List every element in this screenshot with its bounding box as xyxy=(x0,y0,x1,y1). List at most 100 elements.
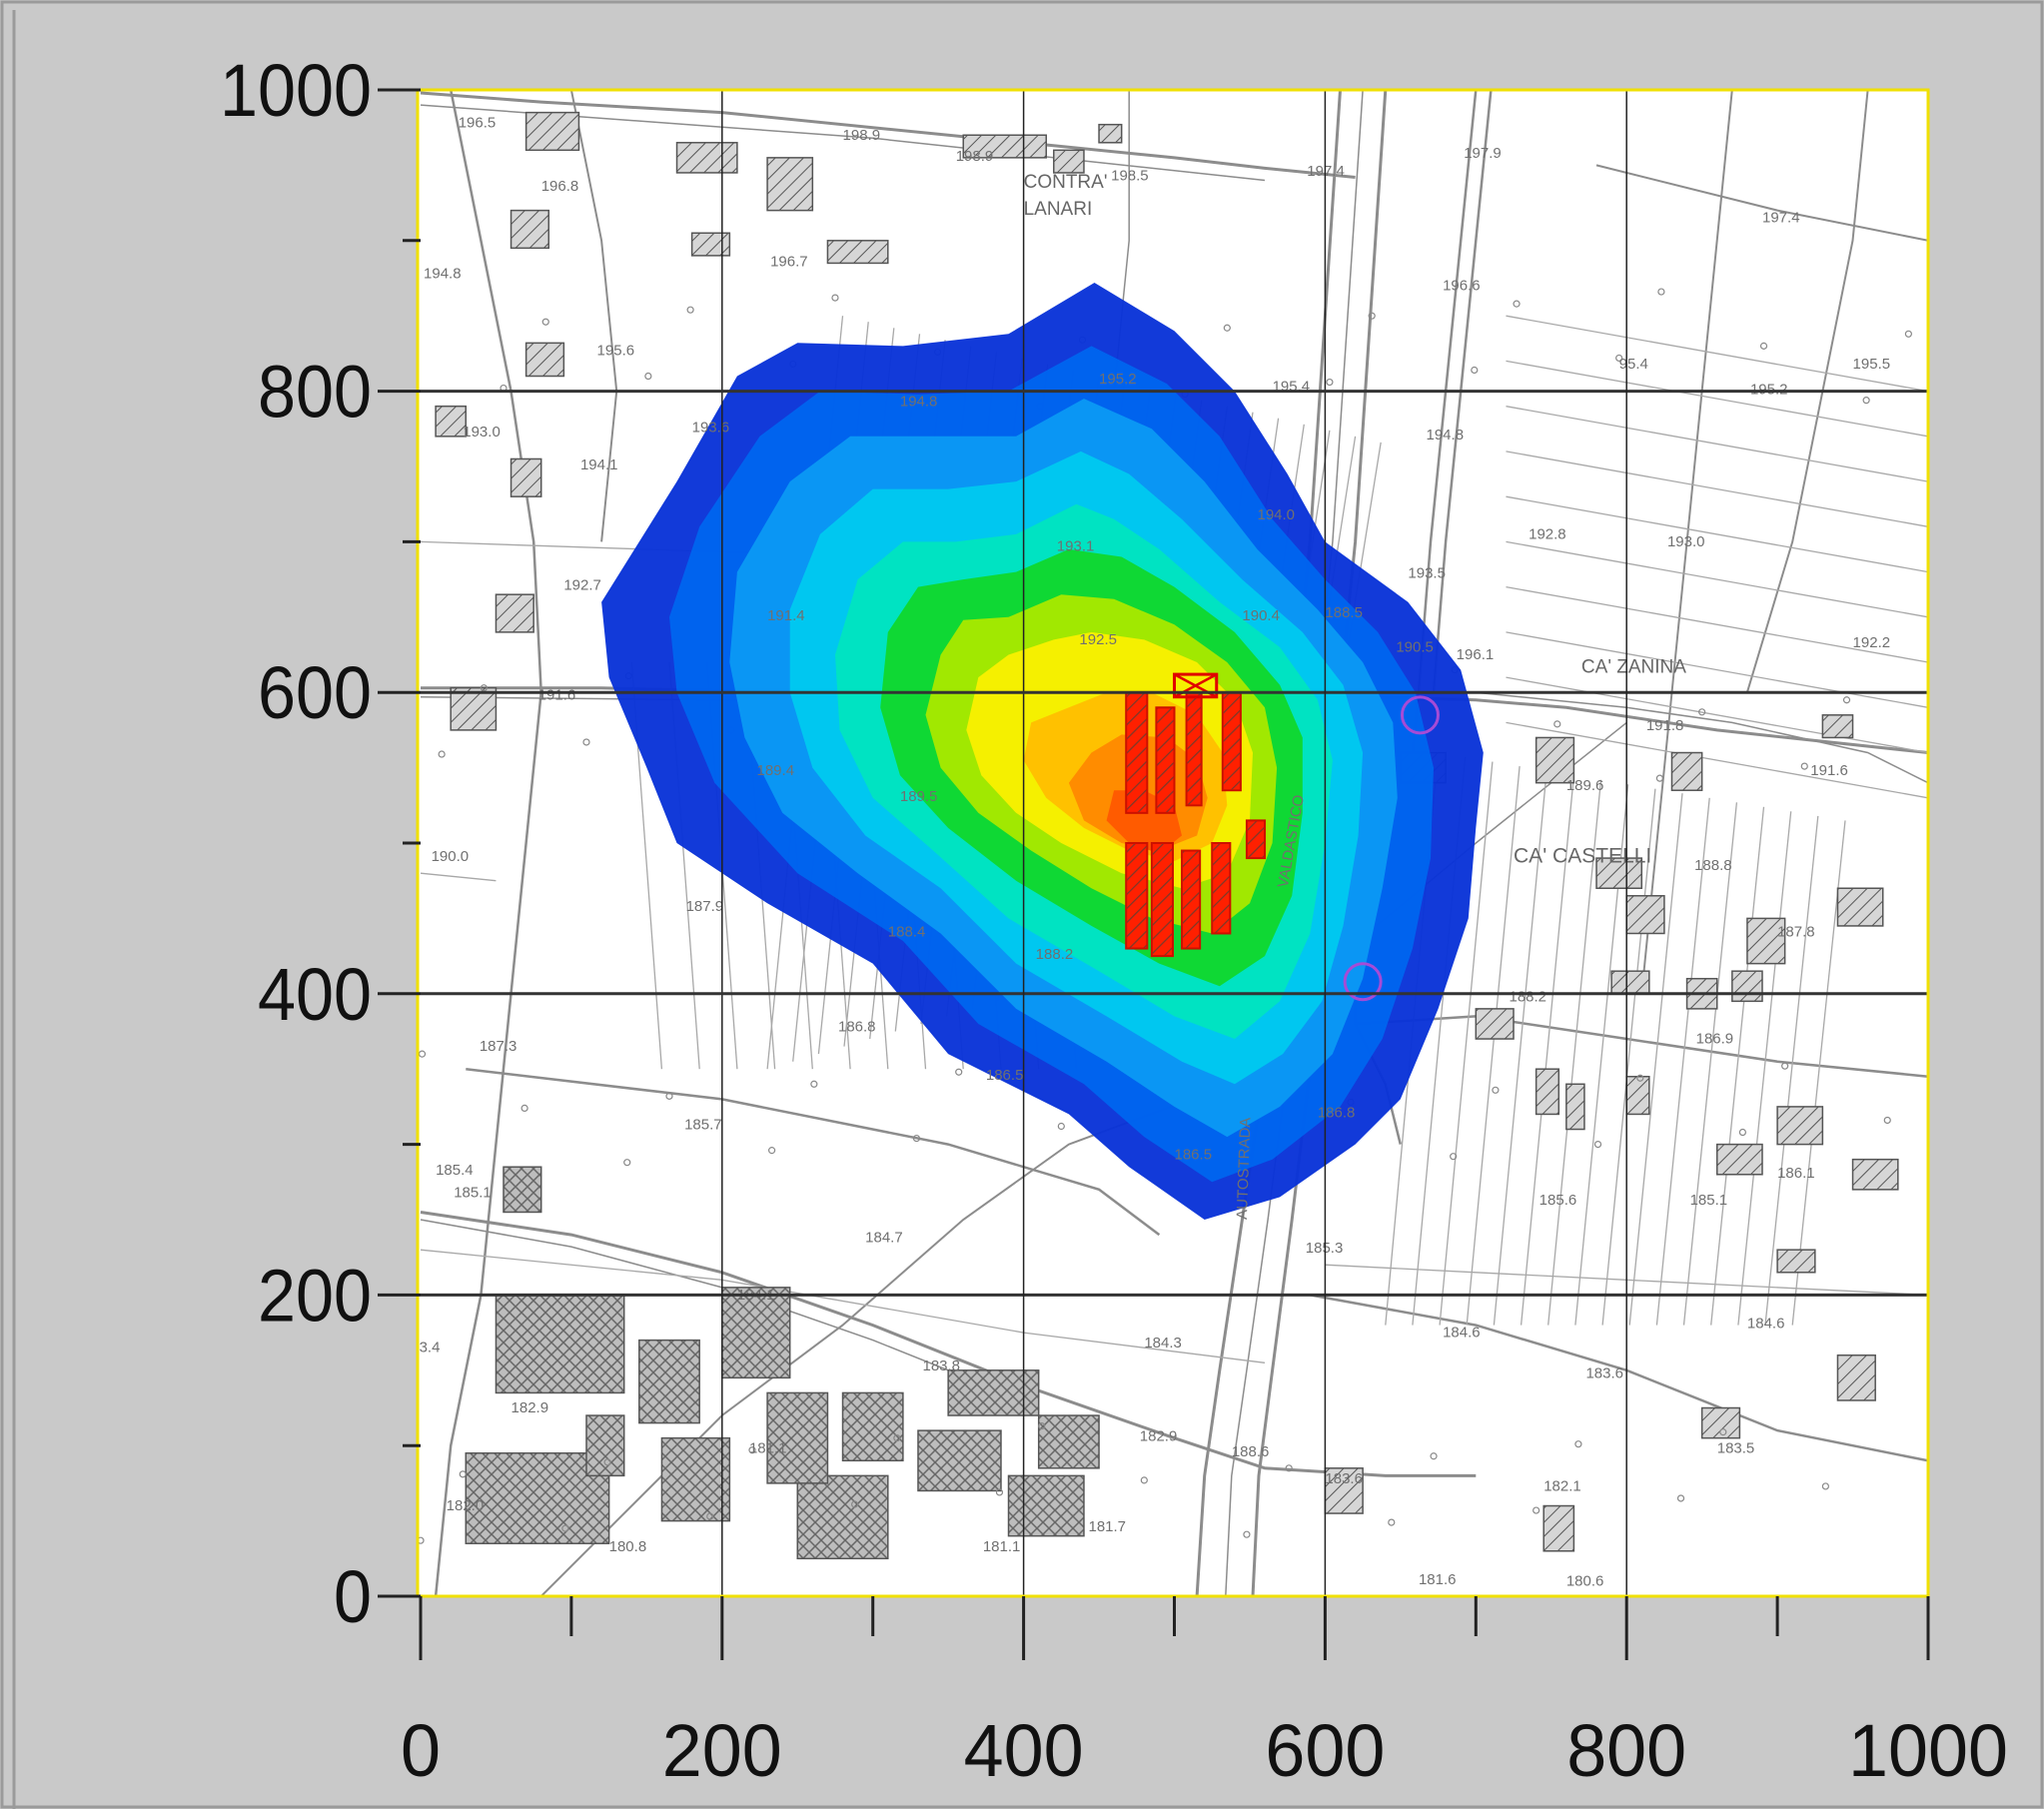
building xyxy=(1731,970,1763,1003)
elevation-label: 188.8 xyxy=(1694,857,1732,874)
parcel-line xyxy=(1506,360,1928,438)
map-point xyxy=(520,1104,528,1113)
elevation-label: 189.6 xyxy=(1566,777,1604,794)
elevation-label: 184.3 xyxy=(1144,1335,1182,1352)
parcel-line xyxy=(420,872,497,882)
parcel-line xyxy=(1682,802,1738,1326)
map-point xyxy=(706,1512,714,1520)
map-point xyxy=(1285,1464,1293,1472)
elevation-label: 188.4 xyxy=(888,923,926,940)
source-marker-box xyxy=(1173,672,1219,699)
elevation-label: 181.4 xyxy=(1668,1598,1706,1615)
building xyxy=(1821,714,1854,739)
source-building xyxy=(1150,842,1174,958)
source-building xyxy=(1125,842,1149,950)
map-point xyxy=(541,318,549,326)
y-tick-label: 600 xyxy=(258,651,372,734)
map-point xyxy=(1574,1440,1582,1448)
map-point xyxy=(480,684,488,692)
industrial-building xyxy=(660,1436,731,1522)
source-building xyxy=(1155,706,1176,814)
parcel-line xyxy=(1710,806,1765,1326)
map-labels: 198.5 196.5 198.9 198.9 198.5 197.4 197.9 196.8… xyxy=(418,115,1890,1615)
parcel-line xyxy=(1506,721,1928,799)
elevation-label: 196.1 xyxy=(1457,646,1495,663)
elevation-label: 184.6 xyxy=(1747,1316,1785,1333)
map-point xyxy=(582,738,590,746)
elevation-label: 196.6 xyxy=(1443,278,1481,295)
elevation-label: 187.3 xyxy=(480,1038,517,1055)
elevation-label: 187.8 xyxy=(1777,923,1815,940)
elevation-label: 195.2 xyxy=(1099,371,1137,388)
building xyxy=(495,593,534,633)
elevation-label: 181.1 xyxy=(749,1440,787,1457)
elevation-label: 196.8 xyxy=(541,178,579,195)
industrial-building xyxy=(638,1339,700,1424)
building xyxy=(1776,1106,1824,1146)
map-point xyxy=(459,1470,467,1478)
elevation-label: 193.6 xyxy=(692,419,730,436)
map-point xyxy=(955,1068,963,1076)
elevation-label: 186.9 xyxy=(1696,1031,1734,1048)
elevation-label: 191.8 xyxy=(1646,717,1684,734)
x-tick-label: 800 xyxy=(1566,1709,1686,1792)
parcel-line xyxy=(1506,631,1928,708)
parcel-line xyxy=(1547,779,1602,1326)
map-point xyxy=(418,1536,425,1544)
building xyxy=(1715,1143,1763,1176)
elevation-label: 184.6 xyxy=(1443,1325,1481,1342)
building xyxy=(1851,1158,1899,1191)
road-line xyxy=(539,1071,1266,1596)
elevation-label: 182.1 xyxy=(1543,1477,1581,1494)
parcel-line xyxy=(1506,585,1928,663)
source-building xyxy=(1185,691,1203,807)
parcel-line xyxy=(1506,495,1928,573)
building xyxy=(1625,1075,1650,1116)
x-tick-label: 200 xyxy=(662,1709,782,1792)
building xyxy=(1670,751,1703,791)
y-tick-label: 0 xyxy=(334,1555,372,1638)
x-tick-label: 0 xyxy=(401,1709,441,1792)
road-line xyxy=(569,90,618,542)
parcel-line xyxy=(1506,406,1928,482)
map-point xyxy=(1038,1421,1046,1430)
industrial-building xyxy=(495,1294,625,1394)
elevation-label: 197.9 xyxy=(1464,145,1502,162)
map-point xyxy=(1738,1128,1746,1137)
building xyxy=(1836,887,1884,927)
parcel-line xyxy=(1466,766,1521,1326)
map-point xyxy=(438,750,446,758)
building xyxy=(1595,857,1643,889)
building xyxy=(1776,1249,1816,1274)
building xyxy=(1746,917,1786,965)
map-point xyxy=(1781,1062,1789,1070)
elevation-label: 193.5 xyxy=(1408,565,1446,582)
building xyxy=(690,232,731,257)
building xyxy=(510,457,542,497)
elevation-label: 186.8 xyxy=(838,1019,876,1036)
building xyxy=(524,342,565,378)
elevation-label: 186.1 xyxy=(1777,1165,1815,1182)
building xyxy=(1098,123,1123,144)
parcel-line xyxy=(1520,775,1575,1326)
elevation-label: 189.5 xyxy=(900,788,938,805)
elevation-label: 192.5 xyxy=(1079,631,1117,648)
building xyxy=(1475,1008,1515,1040)
elevation-label: 194.1 xyxy=(580,456,618,473)
building xyxy=(1610,970,1650,995)
building xyxy=(450,686,498,731)
road-line xyxy=(1476,691,1928,784)
parcel-line xyxy=(1628,793,1683,1326)
elevation-label: 193.1 xyxy=(1057,537,1095,554)
building xyxy=(1534,1068,1560,1116)
axes: 0 200 400 600 800 1000 0 200 400 600 800 1000 xyxy=(220,49,2008,1792)
industrial-building xyxy=(917,1429,1002,1492)
parcel-line xyxy=(1764,815,1819,1326)
map-point xyxy=(1862,397,1870,405)
map-point xyxy=(418,1050,427,1058)
elevation-label: 185.7 xyxy=(684,1117,722,1134)
parcel-line xyxy=(1655,797,1710,1326)
elevation-label: 188.6 xyxy=(1232,1443,1270,1460)
elevation-label: 181.6 xyxy=(1419,1571,1457,1588)
map-point xyxy=(995,1488,1004,1496)
